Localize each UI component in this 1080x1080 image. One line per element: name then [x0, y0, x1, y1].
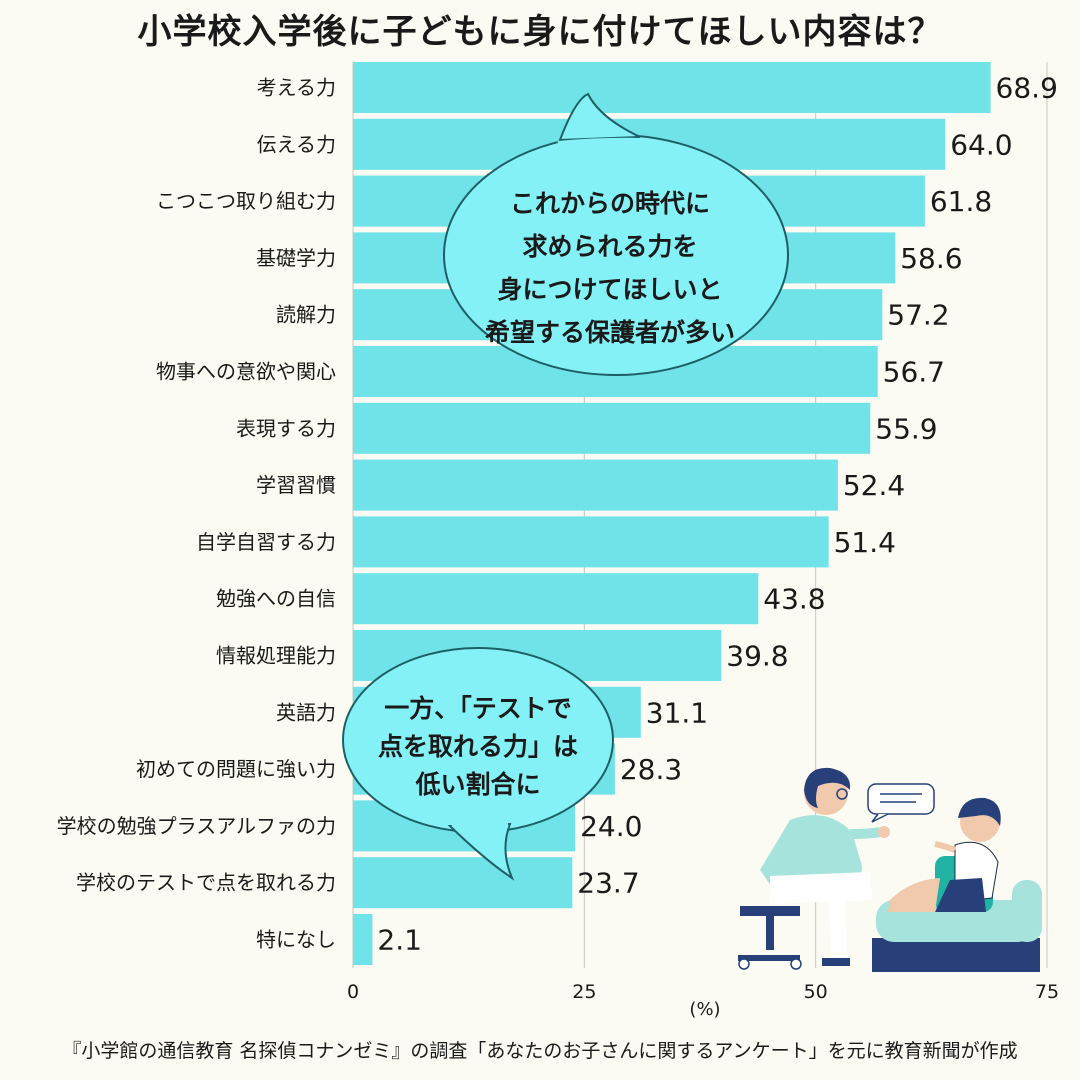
value-label: 31.1	[646, 696, 708, 729]
bubble-bottom-text: 一方、「テストで 点を取れる力」は 低い割合に	[353, 690, 603, 804]
bubble-top-line: 求められる力を	[522, 232, 698, 261]
category-label: 情報処理能力	[216, 644, 336, 668]
value-label: 43.8	[763, 583, 825, 616]
category-label: 学校の勉強プラスアルファの力	[57, 814, 336, 838]
bar	[353, 516, 829, 568]
speech-bubble-top	[443, 92, 789, 376]
category-label: 勉強への自信	[216, 587, 336, 611]
bar	[353, 459, 838, 511]
value-label: 56.7	[883, 356, 945, 389]
value-label: 23.7	[577, 867, 639, 900]
value-labels: 68.9 64.0 61.8 58.6 57.2 56.7 55.9 52.4 51.4 43.8…	[377, 72, 1057, 957]
category-label: 考える力	[257, 76, 336, 100]
category-label: 学習習慣	[256, 473, 336, 497]
value-label: 55.9	[875, 412, 937, 445]
x-tick-label: 25	[572, 981, 596, 1003]
value-label: 61.8	[930, 185, 992, 218]
bubble-top-line: これからの時代に	[509, 189, 710, 218]
value-label: 28.3	[620, 753, 682, 786]
category-label: 初めての問題に強い力	[136, 757, 336, 781]
value-label: 39.8	[726, 640, 788, 673]
bubble-bottom-line: 低い割合に	[415, 770, 541, 799]
value-label: 57.2	[887, 299, 949, 332]
x-tick-label: 50	[804, 981, 828, 1003]
bubble-top-line: 身につけてほしいと	[497, 275, 723, 304]
bubble-top-text: これからの時代に 求められる力を 身につけてほしいと 希望する保護者が多い	[455, 182, 765, 354]
chart-title: 小学校入学後に子どもに身に付けてほしい内容は？	[137, 12, 943, 52]
bubble-top-line: 希望する保護者が多い	[484, 318, 735, 347]
category-label: 基礎学力	[256, 246, 336, 270]
value-label: 68.9	[996, 72, 1058, 105]
x-tick-labels: 0 25 50 75	[347, 981, 1059, 1003]
category-labels: 考える力伝える力こつこつ取り組む力基礎学力読解力物事への意欲や関心表現する力学習…	[57, 76, 336, 952]
value-label: 24.0	[580, 810, 642, 843]
bar	[353, 402, 871, 454]
bubble-bottom-line: 一方、「テストで	[384, 694, 572, 723]
category-label: 読解力	[276, 303, 336, 327]
speech-bubble-bottom	[342, 647, 614, 881]
category-label: 学校のテストで点を取れる力	[76, 871, 336, 895]
source-footnote: 『小学館の通信教育 名探偵コナンゼミ』の調査「あなたのお子さんに関するアンケート…	[62, 1040, 1018, 1062]
category-label: 自学自習する力	[196, 530, 336, 554]
value-label: 58.6	[900, 242, 962, 275]
value-label: 52.4	[843, 469, 905, 502]
bar	[353, 857, 573, 909]
category-label: 表現する力	[236, 416, 336, 440]
teacher-and-child-icon	[738, 767, 1042, 972]
category-label: 伝える力	[257, 132, 336, 156]
category-label: こつこつ取り組む力	[156, 189, 336, 213]
bar	[353, 914, 373, 965]
value-label: 51.4	[834, 526, 896, 559]
bar	[353, 573, 759, 625]
x-tick-label: 75	[1035, 981, 1059, 1003]
x-axis-label: (%)	[689, 999, 720, 1020]
category-label: 特になし	[256, 928, 336, 952]
category-label: 物事への意欲や関心	[156, 360, 336, 384]
x-tick-label: 0	[347, 981, 359, 1003]
value-label: 64.0	[950, 128, 1012, 161]
category-label: 英語力	[276, 700, 336, 724]
value-label: 2.1	[377, 924, 422, 957]
bubble-bottom-line: 点を取れる力」は	[377, 732, 578, 761]
bar	[353, 62, 991, 113]
